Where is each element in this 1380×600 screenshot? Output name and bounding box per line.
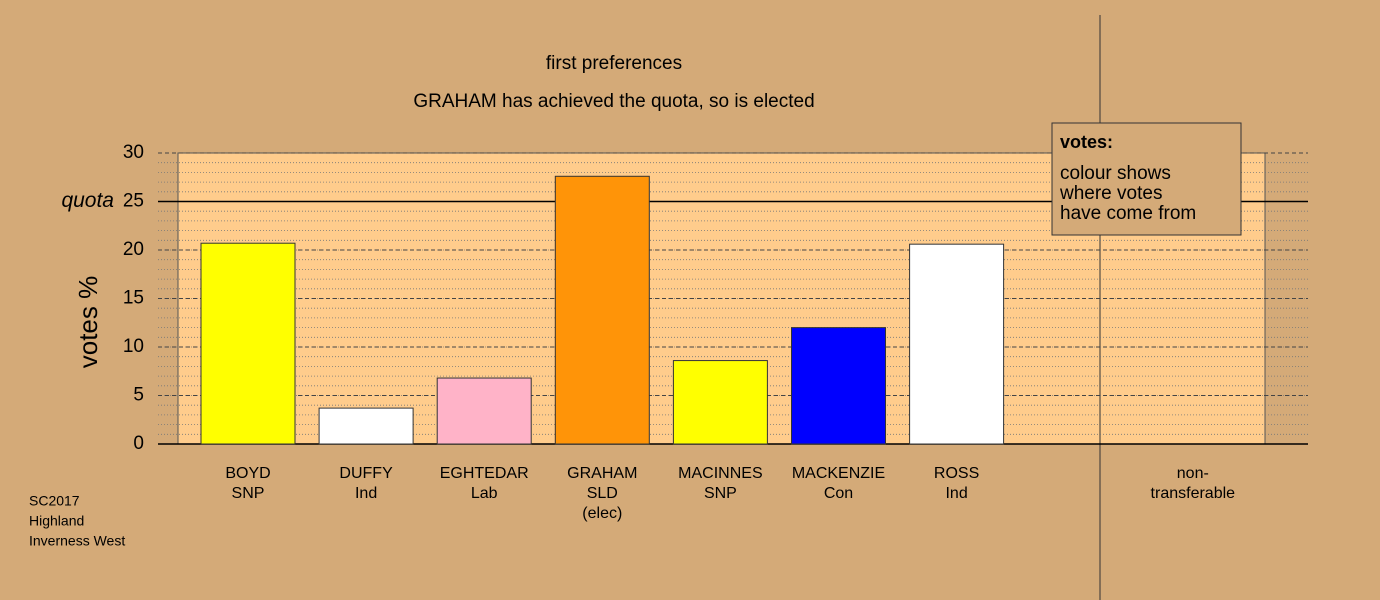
x-tick-label: DUFFY — [339, 465, 393, 482]
chart-title: first preferences — [546, 53, 682, 74]
y-tick-label: 20 — [123, 239, 144, 260]
x-tick-label: MACKENZIE — [792, 465, 885, 482]
legend: votes: colour shows where votes have com… — [1051, 122, 1242, 236]
x-tick-label: Ind — [355, 485, 377, 502]
x-tick-label: EGHTEDAR — [440, 465, 529, 482]
x-tick-label: SNP — [704, 485, 737, 502]
x-tick-label: MACINNES — [678, 465, 762, 482]
bar — [909, 243, 1005, 445]
bar — [436, 377, 532, 445]
x-tick-label: BOYD — [225, 465, 270, 482]
legend-title: votes: — [1060, 132, 1113, 152]
legend-box — [1051, 122, 1242, 236]
x-tick-label: Con — [824, 485, 853, 502]
y-tick-label: 25 — [123, 191, 144, 212]
footnote: SC2017 — [29, 493, 80, 509]
bar — [791, 327, 886, 445]
legend-text: colour shows — [1060, 163, 1171, 184]
x-tick-label: transferable — [1151, 485, 1236, 502]
y-tick-label: 0 — [133, 433, 144, 454]
y-tick-label: 30 — [123, 142, 144, 163]
quota-label: quota — [61, 189, 114, 212]
bar — [554, 175, 650, 445]
x-tick-label: SNP — [232, 485, 265, 502]
footnote: Inverness West — [29, 533, 125, 549]
x-tick-label: non- — [1177, 465, 1209, 482]
x-tick-label: GRAHAM — [567, 465, 637, 482]
x-tick-label: Lab — [471, 485, 498, 502]
footnote: Highland — [29, 513, 84, 529]
x-tick-label: ROSS — [934, 465, 979, 482]
bar — [672, 360, 768, 445]
x-tick-label: SLD — [587, 485, 618, 502]
y-axis-label: votes % — [73, 276, 103, 369]
chart-subtitle: GRAHAM has achieved the quota, so is ele… — [413, 91, 814, 112]
x-tick-label: (elec) — [582, 505, 622, 522]
bar — [200, 242, 296, 445]
y-tick-label: 5 — [133, 385, 144, 406]
y-tick-label: 10 — [123, 336, 144, 357]
bar — [318, 407, 414, 445]
legend-text: have come from — [1060, 203, 1196, 224]
y-tick-label: 15 — [123, 288, 144, 309]
x-tick-label: Ind — [945, 485, 967, 502]
legend-text: where votes — [1059, 183, 1162, 204]
